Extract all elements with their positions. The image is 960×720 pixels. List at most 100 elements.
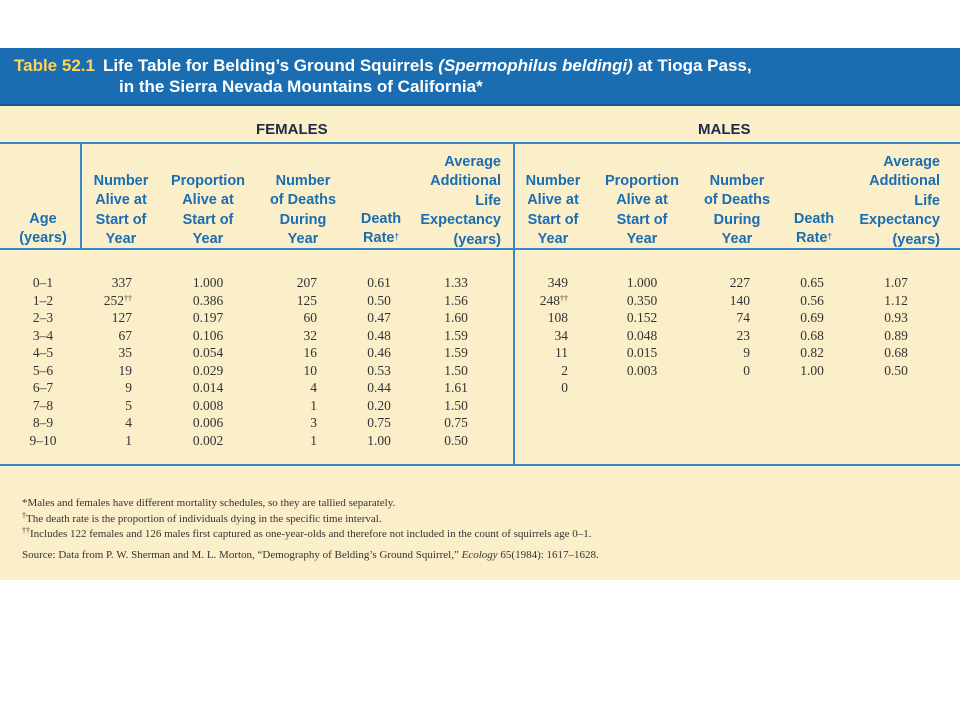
- female-death-rate-column: 0.61 0.50 0.47 0.48 0.46 0.53 0.44 0.20 0.75 1.00: [358, 274, 400, 449]
- table-cell: 4–5: [32, 345, 54, 360]
- table-cell: 11: [555, 345, 568, 360]
- table-cell: 0.20: [367, 397, 391, 413]
- table-cell: 0.008: [192, 397, 224, 413]
- table-cell: 60: [303, 310, 318, 325]
- sex-divider: [513, 142, 515, 464]
- table-cell: 0.75: [444, 415, 468, 430]
- table-cell: 5: [125, 397, 132, 413]
- footnote-mark: ††: [124, 293, 132, 303]
- table-cell: 252††: [103, 292, 132, 308]
- column-header-rule: [0, 248, 960, 250]
- female-alive-column: 337 252†† 127 67 35 19 9 5 4 1: [90, 274, 132, 449]
- table-cell: 227: [729, 275, 750, 290]
- table-cell: 248††: [539, 292, 568, 308]
- table-cell: 349: [547, 275, 568, 290]
- female-alive-header: Number Alive at Start of Year: [93, 173, 149, 248]
- table-cell: 16: [303, 345, 318, 360]
- table-cell: 5–6: [32, 362, 54, 378]
- age-column-header: Age (years): [19, 211, 67, 247]
- table-cell: 1.00: [800, 362, 824, 378]
- table-cell: 0: [743, 362, 750, 378]
- table-cell: 0.61: [367, 275, 391, 290]
- male-expectancy-header: Average Additional Life Expectancy (year…: [859, 154, 940, 248]
- table-cell: 1.000: [626, 275, 658, 290]
- females-header: FEMALES: [256, 121, 328, 138]
- table-cell: 0.003: [626, 362, 658, 378]
- male-expectancy-column: 1.07 1.12 0.93 0.89 0.68 0.50: [876, 274, 916, 379]
- table-cell: 108: [547, 310, 568, 325]
- female-expectancy-header: Average Additional Life Expectancy (year…: [420, 154, 501, 248]
- age-column: 0–1 1–2 2–3 3–4 4–5 5–6 6–7 7–8 8–9 9–10: [18, 274, 68, 449]
- footnote-one-year-olds: ††Includes 122 females and 126 males fir…: [22, 526, 592, 540]
- table-cell: 9–10: [29, 432, 57, 448]
- table-cell: 0.054: [192, 345, 224, 360]
- male-death-rate-column: 0.65 0.56 0.69 0.68 0.82 1.00: [791, 274, 833, 379]
- female-proportion-column: 1.000 0.386 0.197 0.106 0.054 0.029 0.014 0.008…: [178, 274, 238, 449]
- journal-name: Ecology: [461, 549, 498, 561]
- table-cell: 0.50: [367, 292, 391, 308]
- footnote-mark: ††: [560, 293, 568, 303]
- table-cell: 0: [561, 380, 568, 395]
- female-proportion-header: Proportion Alive at Start of Year: [170, 173, 246, 248]
- table-cell: 0–1: [32, 275, 54, 290]
- table-cell: 0.75: [367, 415, 391, 430]
- table-cell: 8–9: [32, 415, 54, 430]
- table-cell: 4: [125, 415, 132, 430]
- table-cell: 1.50: [444, 397, 468, 413]
- species-name: (Spermophilus beldingi): [438, 56, 633, 75]
- table-cell: 23: [736, 327, 751, 343]
- table-cell: 1.59: [444, 327, 468, 343]
- footnote-separate-tallies: *Males and females have different mortal…: [22, 497, 396, 509]
- table-cell: 1.33: [444, 275, 468, 290]
- table-cell: 0.53: [367, 362, 391, 378]
- table-cell: 1.61: [444, 380, 468, 395]
- table-cell: 1.60: [444, 310, 468, 325]
- footnote-death-rate: †The death rate is the proportion of ind…: [22, 511, 382, 525]
- table-cell: 0.50: [444, 432, 468, 448]
- table-cell: 19: [118, 362, 133, 378]
- table-cell: 0.006: [192, 415, 224, 430]
- table-cell: 1: [310, 432, 317, 448]
- table-cell: 0.48: [367, 327, 391, 343]
- table-cell: 1.00: [367, 432, 391, 448]
- table-cell: 9: [743, 345, 750, 360]
- table-cell: 1: [310, 397, 317, 413]
- male-proportion-header: Proportion Alive at Start of Year: [604, 173, 680, 248]
- table-cell: 0.65: [800, 275, 824, 290]
- table-cell: 9: [125, 380, 132, 395]
- table-cell: 0.69: [800, 310, 824, 325]
- table-cell: 0.197: [192, 310, 224, 325]
- title-bar: Table 52.1 Life Table for Belding’s Groun…: [0, 48, 960, 106]
- table-cell: 0.56: [800, 292, 824, 308]
- header-rule: [0, 142, 960, 144]
- table-cell: 4: [310, 380, 317, 395]
- table-cell: 2–3: [32, 310, 54, 325]
- table-cell: 1.07: [884, 275, 908, 290]
- table-cell: 7–8: [32, 397, 54, 413]
- table-cell: 337: [111, 275, 132, 290]
- age-column-divider: [80, 144, 82, 248]
- table-cell: 0.82: [800, 345, 824, 360]
- table-title-line-1: Table 52.1 Life Table for Belding’s Groun…: [14, 56, 752, 76]
- male-alive-header: Number Alive at Start of Year: [525, 173, 581, 248]
- table-cell: 0.47: [367, 310, 391, 325]
- table-cell: 125: [296, 292, 317, 308]
- life-table-panel: Table 52.1 Life Table for Belding’s Groun…: [0, 48, 960, 580]
- female-death-rate-header: Death Rate†: [360, 211, 402, 247]
- table-cell: 34: [554, 327, 569, 343]
- table-cell: 0.002: [192, 432, 224, 448]
- male-alive-column: 349 248†† 108 34 11 2 0: [522, 274, 568, 397]
- table-cell: 1.12: [884, 292, 908, 308]
- male-deaths-header: Number of Deaths During Year: [703, 173, 771, 248]
- table-cell: 1.50: [444, 362, 468, 378]
- table-cell: 0.68: [884, 345, 908, 360]
- table-title-line-2: in the Sierra Nevada Mountains of Califo…: [119, 77, 483, 96]
- table-cell: 10: [303, 362, 318, 378]
- table-cell: 207: [296, 275, 317, 290]
- table-cell: 67: [118, 327, 133, 343]
- table-cell: 140: [729, 292, 750, 308]
- males-header: MALES: [698, 121, 751, 138]
- source-citation: Source: Data from P. W. Sherman and M. L…: [22, 549, 599, 561]
- table-cell: 0.89: [884, 327, 908, 343]
- table-cell: 1.000: [192, 275, 224, 290]
